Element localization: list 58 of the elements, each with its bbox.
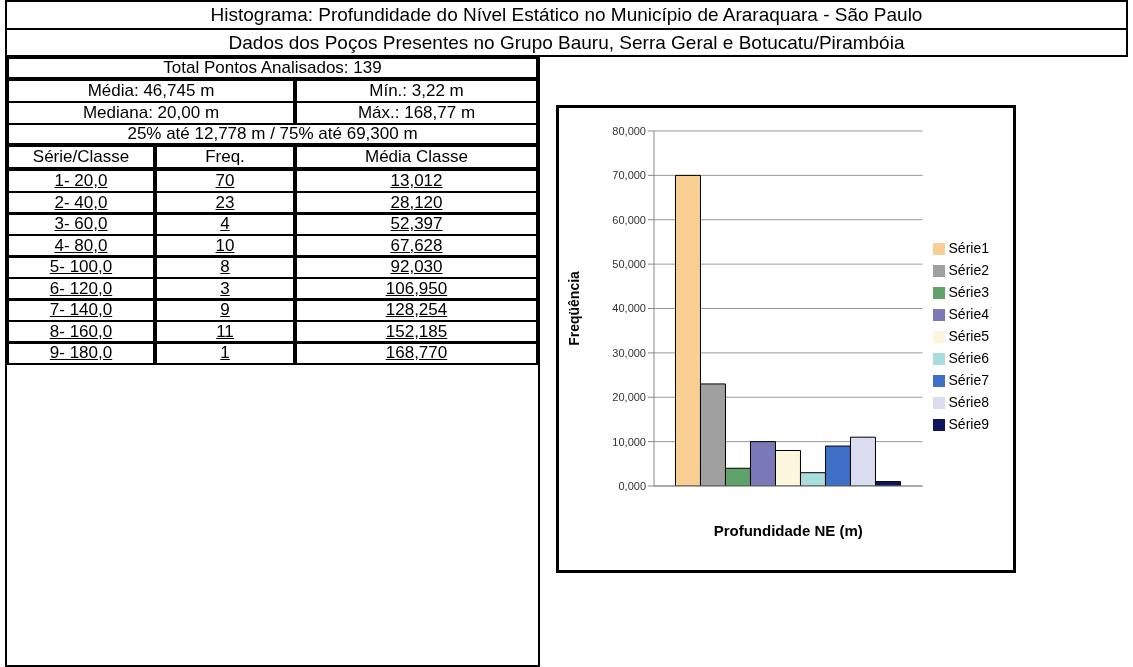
- chart-subtitle: Dados dos Poços Presentes no Grupo Bauru, Serra Geral e Botucatu/Pirambóia: [5, 30, 1128, 57]
- text: Série/Classe: [7, 145, 155, 169]
- text: 7- 140,0: [7, 298, 155, 322]
- legend-label: Série3: [948, 284, 989, 300]
- text: 8: [155, 255, 295, 279]
- text: Média: 46,745 m: [7, 79, 295, 103]
- chart-title: Histograma: Profundidade do Nível Estático no Município de Araraquara - São Paulo: [5, 0, 1128, 30]
- legend-label: Série9: [948, 416, 989, 432]
- text: 152,185: [295, 319, 538, 344]
- text: 3: [155, 276, 295, 301]
- text: 168,770: [295, 341, 538, 365]
- y-tick-label: 40,000: [612, 302, 646, 315]
- legend-label: Série4: [948, 306, 989, 322]
- y-tick-label: 0,000: [618, 479, 646, 492]
- legend-label: Série7: [948, 372, 989, 388]
- y-tick-label: 30,000: [612, 346, 646, 359]
- text: 13,012: [295, 169, 538, 193]
- text: 128,254: [295, 298, 538, 322]
- text: 6- 120,0: [7, 276, 155, 301]
- text: 67,628: [295, 233, 538, 258]
- y-tick-label: 80,000: [612, 124, 646, 137]
- y-tick-label: 20,000: [612, 391, 646, 404]
- text: 52,397: [295, 212, 538, 236]
- text: 4: [155, 212, 295, 236]
- text: 106,950: [295, 276, 538, 301]
- text: 8- 160,0: [7, 319, 155, 344]
- text: 11: [155, 319, 295, 344]
- text: 9: [155, 298, 295, 322]
- legend-label: Série5: [948, 328, 989, 344]
- text: Máx.: 168,77 m: [295, 101, 538, 125]
- text: 28,120: [295, 190, 538, 215]
- text: 92,030: [295, 255, 538, 279]
- y-tick-label: 10,000: [612, 435, 646, 448]
- y-tick-label: 70,000: [612, 169, 646, 182]
- text: Total Pontos Analisados: 139: [7, 57, 538, 79]
- legend-label: Série6: [948, 350, 989, 366]
- legend-label: Série1: [948, 240, 989, 256]
- y-tick-label: 50,000: [612, 258, 646, 271]
- text: 9- 180,0: [7, 341, 155, 365]
- text: Mediana: 20,00 m: [7, 101, 295, 125]
- text: 23: [155, 190, 295, 215]
- legend-label: Série8: [948, 394, 989, 410]
- legend-label: Série2: [948, 262, 989, 278]
- text: Freq.: [155, 145, 295, 169]
- text: 10: [155, 233, 295, 258]
- text: 70: [155, 169, 295, 193]
- text: Média Classe: [295, 145, 538, 169]
- text: 1- 20,0: [7, 169, 155, 193]
- text: 4- 80,0: [7, 233, 155, 258]
- text: 2- 40,0: [7, 190, 155, 215]
- text: 5- 100,0: [7, 255, 155, 279]
- text: 3- 60,0: [7, 212, 155, 236]
- x-axis-title: Profundidade NE (m): [713, 522, 863, 539]
- text: 1: [155, 341, 295, 365]
- y-tick-label: 60,000: [612, 213, 646, 226]
- y-axis-title: Freqüência: [565, 270, 582, 346]
- text: 25% até 12,778 m / 75% até 69,300 m: [7, 123, 538, 145]
- text: Mín.: 3,22 m: [295, 79, 538, 103]
